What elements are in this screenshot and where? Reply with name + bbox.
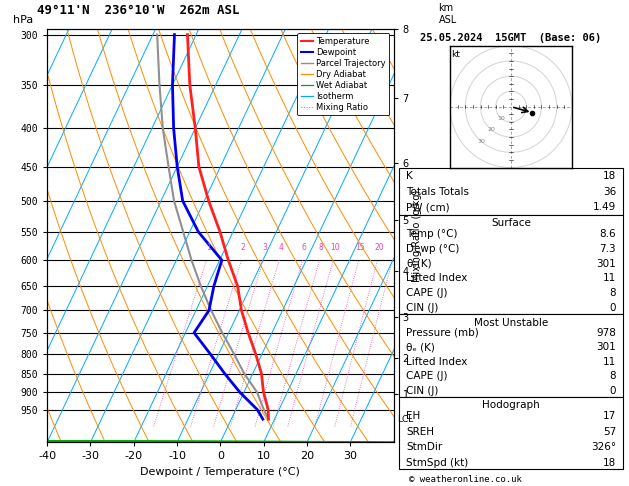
Text: Totals Totals: Totals Totals [406,187,469,197]
Text: 978: 978 [596,328,616,338]
Text: θₑ(K): θₑ(K) [406,259,431,269]
Text: CIN (J): CIN (J) [406,303,438,313]
Text: 8: 8 [319,243,323,252]
Text: Pressure (mb): Pressure (mb) [406,328,479,338]
Text: 2: 2 [241,243,245,252]
Text: 0: 0 [610,386,616,396]
Text: 20: 20 [374,243,384,252]
Text: Lifted Index: Lifted Index [406,274,467,283]
Text: 49°11'N  236°10'W  262m ASL: 49°11'N 236°10'W 262m ASL [37,4,240,17]
Bar [399,215,623,314]
Text: StmSpd (kt): StmSpd (kt) [406,458,468,468]
Text: © weatheronline.co.uk: © weatheronline.co.uk [409,474,522,484]
Text: 57: 57 [603,427,616,436]
Text: EH: EH [406,411,420,421]
Text: km
ASL: km ASL [438,3,457,25]
Text: 301: 301 [596,343,616,352]
Text: 0: 0 [610,303,616,313]
Text: 301: 301 [596,259,616,269]
Text: 25.05.2024  15GMT  (Base: 06): 25.05.2024 15GMT (Base: 06) [420,34,601,43]
Bar [399,314,623,397]
Text: 11: 11 [603,357,616,367]
Bar [399,397,623,469]
Text: 7.3: 7.3 [599,244,616,254]
Text: 15: 15 [355,243,365,252]
Text: Dewp (°C): Dewp (°C) [406,244,459,254]
Text: 326°: 326° [591,442,616,452]
Text: Lifted Index: Lifted Index [406,357,467,367]
Text: StmDir: StmDir [406,442,442,452]
Text: Surface: Surface [491,218,531,228]
Text: 11: 11 [603,274,616,283]
Legend: Temperature, Dewpoint, Parcel Trajectory, Dry Adiabat, Wet Adiabat, Isotherm, Mi: Temperature, Dewpoint, Parcel Trajectory… [298,34,389,116]
Text: 8: 8 [610,288,616,298]
Text: PW (cm): PW (cm) [406,203,450,212]
Text: CAPE (J): CAPE (J) [406,288,447,298]
Text: hPa: hPa [13,15,33,25]
Text: 1: 1 [206,243,211,252]
Text: CIN (J): CIN (J) [406,386,438,396]
Text: CAPE (J): CAPE (J) [406,371,447,382]
Text: θₑ (K): θₑ (K) [406,343,435,352]
Bar [399,168,623,215]
Text: 18: 18 [603,458,616,468]
Text: 10: 10 [330,243,340,252]
Y-axis label: Mixing Ratio (g/kg): Mixing Ratio (g/kg) [411,190,421,282]
Text: LCL: LCL [397,415,413,424]
Text: K: K [406,171,413,181]
Text: 1.49: 1.49 [593,203,616,212]
Text: 3: 3 [262,243,267,252]
X-axis label: Dewpoint / Temperature (°C): Dewpoint / Temperature (°C) [140,467,300,477]
Text: 4: 4 [278,243,283,252]
Text: 6: 6 [301,243,306,252]
Text: 8.6: 8.6 [599,229,616,239]
Text: Hodograph: Hodograph [482,400,540,410]
Text: 17: 17 [603,411,616,421]
Text: 18: 18 [603,171,616,181]
Text: Temp (°C): Temp (°C) [406,229,457,239]
Text: SREH: SREH [406,427,434,436]
Text: Most Unstable: Most Unstable [474,317,548,328]
Text: 36: 36 [603,187,616,197]
Text: 8: 8 [610,371,616,382]
